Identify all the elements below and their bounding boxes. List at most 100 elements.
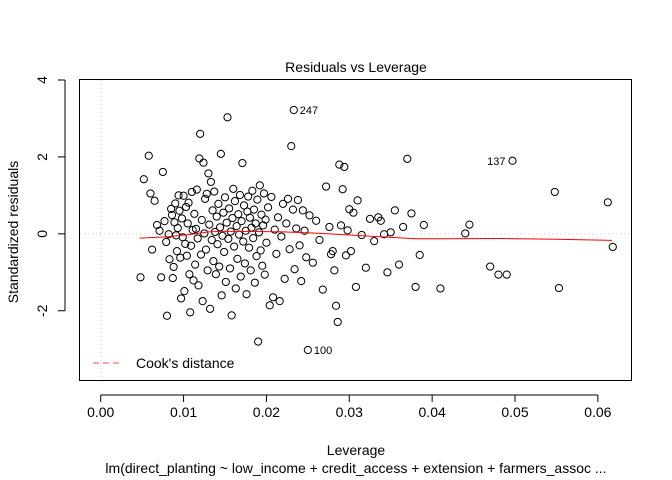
- model-formula-subtitle: lm(direct_planting ~ low_income + credit…: [105, 460, 606, 476]
- data-point: [216, 149, 225, 158]
- y-tick-label: 4: [34, 76, 50, 84]
- data-point: [292, 224, 301, 233]
- point-labels: 247 137 100: [300, 105, 506, 357]
- data-point: [236, 272, 245, 281]
- data-point: [302, 253, 311, 262]
- data-point: [252, 252, 261, 261]
- y-axis-label: Standardized residuals: [5, 161, 21, 303]
- data-point: [202, 189, 211, 198]
- data-point: [191, 224, 201, 233]
- data-point: [186, 241, 196, 250]
- data-point: [255, 181, 264, 190]
- data-point: [386, 228, 395, 237]
- data-point: [361, 263, 370, 272]
- data-point: [273, 213, 283, 222]
- data-point: [180, 287, 189, 296]
- data-point: [230, 242, 239, 251]
- x-tick-label: 0.05: [501, 404, 528, 420]
- data-point: [167, 210, 177, 220]
- data-point: [139, 175, 148, 184]
- data-point: [215, 223, 225, 232]
- data-point: [272, 249, 281, 258]
- data-point: [486, 262, 495, 271]
- data-point: [187, 187, 196, 197]
- data-point: [203, 266, 212, 275]
- data-point: [277, 232, 286, 241]
- data-point: [262, 238, 271, 247]
- y-axis: -2 0 2 4: [34, 76, 66, 317]
- data-point: [179, 191, 188, 200]
- data-point: [298, 206, 307, 215]
- data-point: [436, 284, 445, 293]
- data-point: [300, 226, 309, 235]
- data-point: [184, 198, 193, 207]
- data-point: [214, 199, 223, 208]
- data-point: [308, 258, 317, 267]
- data-point: [183, 219, 192, 228]
- data-point: [136, 273, 145, 282]
- data-point: [224, 234, 233, 243]
- data-point: [228, 213, 237, 223]
- data-point: [256, 246, 265, 255]
- data-point: [297, 277, 306, 286]
- data-point: [155, 226, 164, 235]
- data-point: [239, 201, 249, 210]
- data-point: [237, 217, 246, 226]
- data-point: [554, 283, 564, 293]
- data-point: [340, 162, 349, 172]
- data-point: [223, 113, 232, 122]
- data-point: [370, 237, 379, 246]
- data-point: [353, 196, 362, 205]
- data-point: [290, 265, 299, 274]
- data-point: [177, 214, 187, 223]
- data-point: [390, 206, 399, 215]
- data-point: [196, 250, 206, 259]
- data-point: [221, 277, 230, 287]
- x-axis: 0.00 0.01 0.02 0.03 0.04 0.05 0.06: [87, 394, 612, 420]
- data-point: [403, 154, 412, 163]
- data-point: [233, 254, 242, 263]
- data-point: [213, 240, 222, 249]
- data-point: [249, 233, 258, 243]
- data-point: [254, 337, 263, 346]
- data-point: [144, 151, 153, 160]
- data-point: [168, 273, 177, 283]
- x-tick-label: 0.04: [419, 404, 446, 420]
- x-tick-label: 0.03: [336, 404, 363, 420]
- data-point: [174, 191, 183, 200]
- data-point: [189, 276, 198, 285]
- data-point: [225, 264, 235, 273]
- data-point: [287, 142, 296, 151]
- data-point: [229, 184, 238, 193]
- data-point: [234, 210, 243, 219]
- data-point: [263, 203, 273, 212]
- data-point: [204, 169, 213, 178]
- data-point: [321, 182, 331, 191]
- data-point: [330, 266, 339, 275]
- data-point: [267, 192, 276, 202]
- data-point: [230, 197, 240, 206]
- x-tick-label: 0.06: [584, 404, 611, 420]
- data-point: [175, 206, 184, 215]
- data-point: [357, 230, 366, 240]
- x-tick-label: 0.01: [170, 404, 197, 420]
- data-point: [162, 311, 172, 320]
- data-point: [208, 206, 217, 215]
- data-point: [157, 273, 166, 282]
- data-point: [249, 205, 259, 214]
- data-point: [282, 219, 291, 228]
- data-points: [136, 105, 617, 355]
- data-point: [343, 226, 352, 235]
- data-point: [283, 194, 293, 203]
- point-label-100: 100: [314, 345, 332, 357]
- data-point: [193, 234, 202, 243]
- data-point: [383, 268, 392, 277]
- data-point: [550, 187, 559, 197]
- data-point: [331, 301, 341, 310]
- data-point: [195, 154, 204, 163]
- data-point: [394, 260, 404, 269]
- data-point: [411, 282, 420, 292]
- data-point: [176, 294, 186, 303]
- data-point: [205, 304, 215, 313]
